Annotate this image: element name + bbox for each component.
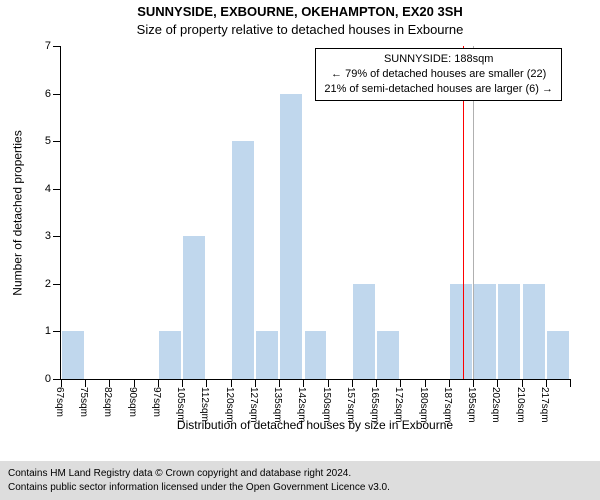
info-box: SUNNYSIDE: 188sqm ← 79% of detached hous… [315,48,562,101]
info-line-1: SUNNYSIDE: 188sqm [324,52,553,67]
y-tick-label: 4 [45,183,51,195]
y-axis-title: Number of detached properties [11,130,25,295]
x-tick-label: 75sqm [78,387,89,417]
x-tick [109,379,110,387]
x-tick [400,379,401,387]
y-tick-label: 3 [45,230,51,242]
bar [523,284,545,379]
x-tick [134,379,135,387]
chart-title-2: Size of property relative to detached ho… [0,22,600,37]
x-tick [570,379,571,387]
x-tick [425,379,426,387]
x-tick [522,379,523,387]
y-tick [53,189,61,190]
bar [62,331,84,379]
info-line-2: ← 79% of detached houses are smaller (22… [324,67,553,82]
y-tick [53,46,61,47]
bar [450,284,472,379]
footer-line-2: Contains public sector information licen… [8,481,592,495]
x-tick [376,379,377,387]
x-tick [449,379,450,387]
y-tick [53,284,61,285]
bar [498,284,520,379]
footer: Contains HM Land Registry data © Crown c… [0,461,600,500]
x-tick [231,379,232,387]
y-tick-label: 2 [45,278,51,290]
footer-line-1: Contains HM Land Registry data © Crown c… [8,467,592,481]
x-tick [546,379,547,387]
x-tick [85,379,86,387]
bar [474,284,496,379]
y-tick [53,141,61,142]
x-tick [255,379,256,387]
bar [305,331,327,379]
y-tick-label: 1 [45,325,51,337]
x-axis-title: Distribution of detached houses by size … [60,418,570,432]
y-tick [53,94,61,95]
bar [377,331,399,379]
x-tick [352,379,353,387]
y-tick [53,236,61,237]
bar [232,141,254,379]
y-tick-label: 7 [45,40,51,52]
x-tick [497,379,498,387]
bar [280,94,302,379]
bar [183,236,205,379]
bar [159,331,181,379]
x-tick [206,379,207,387]
chart-title-1: SUNNYSIDE, EXBOURNE, OKEHAMPTON, EX20 3S… [0,4,600,19]
bar [353,284,375,379]
x-tick-label: 112sqm [199,387,210,422]
y-axis-title-container: Number of detached properties [10,46,26,380]
y-tick-label: 0 [45,373,51,385]
x-tick [279,379,280,387]
x-tick-label: 67sqm [54,387,65,417]
x-tick [158,379,159,387]
y-tick-label: 6 [45,88,51,100]
y-tick [53,379,61,380]
x-tick-label: 97sqm [151,387,162,417]
x-tick-label: 82sqm [102,387,113,417]
x-tick [61,379,62,387]
bar [256,331,278,379]
y-tick [53,331,61,332]
bar [547,331,569,379]
x-tick-label: 90sqm [127,387,138,417]
x-tick [182,379,183,387]
x-tick [303,379,304,387]
x-tick [328,379,329,387]
x-tick [473,379,474,387]
y-tick-label: 5 [45,135,51,147]
info-line-3: 21% of semi-detached houses are larger (… [324,82,553,97]
